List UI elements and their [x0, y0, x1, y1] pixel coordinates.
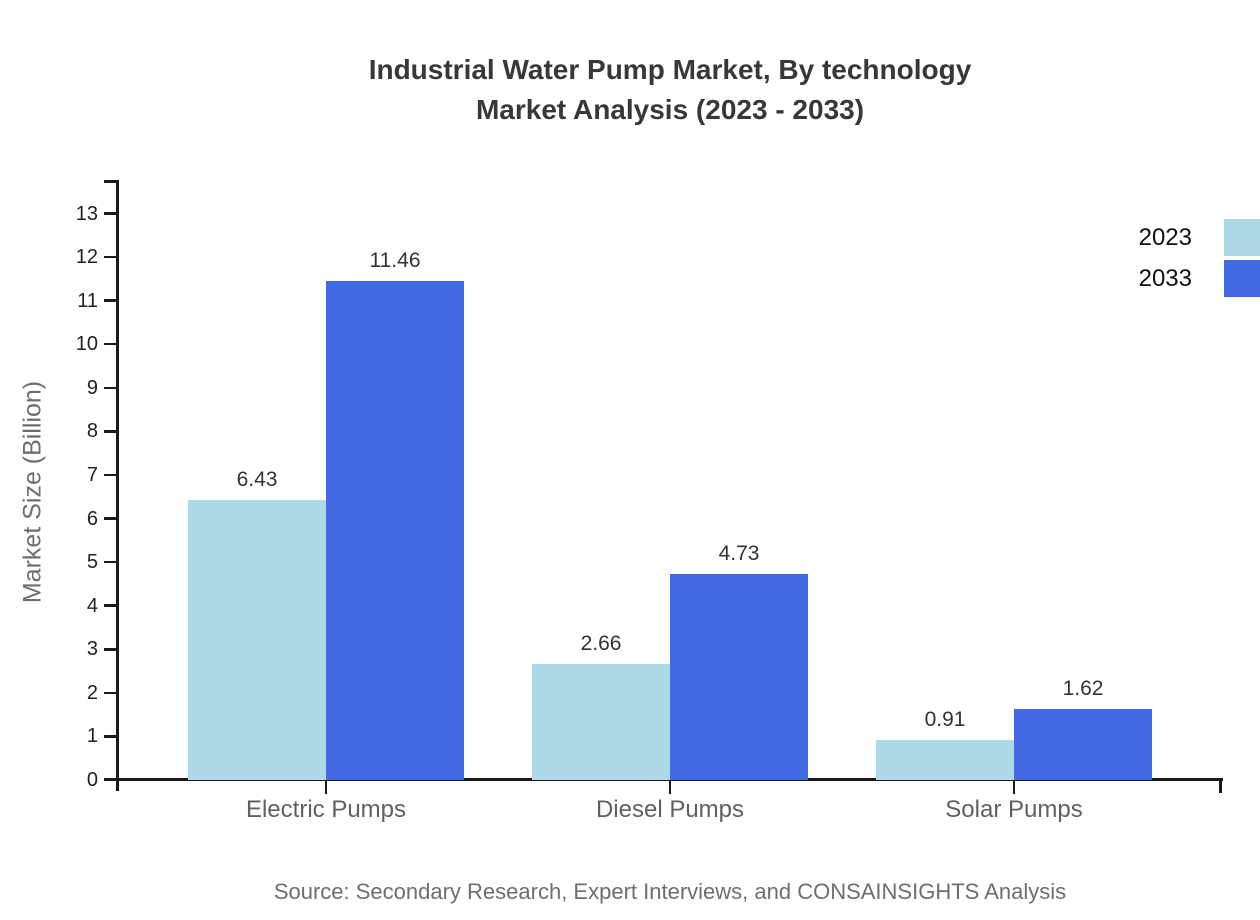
- y-tick-mark: [104, 255, 118, 259]
- x-category-label-diesel-pumps: Diesel Pumps: [595, 796, 745, 823]
- legend-label-2023: 2023: [1138, 224, 1192, 251]
- y-tick-label: 4: [86, 594, 98, 617]
- y-tick-mark: [104, 299, 118, 302]
- y-tick-label: 10: [75, 333, 98, 356]
- bar-value-label-2023-diesel-pumps: 2.66: [580, 632, 622, 656]
- y-tick-mark: [104, 517, 118, 520]
- chart-title-line2: Market Analysis (2023 - 2033): [475, 94, 865, 125]
- bar-value-label-2033-solar-pumps: 1.62: [1062, 677, 1104, 701]
- x-tick-mark-electric-pumps: [324, 780, 328, 794]
- bar-value-label-2023-electric-pumps: 6.43: [236, 467, 278, 491]
- bar-2023-electric-pumps: [188, 499, 326, 780]
- x-axis-right-cap: [1219, 778, 1222, 793]
- chart-title: Industrial Water Pump Market, By technol…: [80, 50, 1260, 130]
- bar-value-label-2033-diesel-pumps: 4.73: [718, 541, 760, 565]
- y-tick-label: 13: [75, 202, 98, 225]
- y-tick-label: 1: [86, 725, 98, 748]
- y-tick-label: 9: [86, 376, 98, 399]
- bar-2023-diesel-pumps: [532, 664, 670, 780]
- y-tick-mark: [104, 691, 118, 695]
- y-tick-mark: [104, 430, 118, 433]
- legend-item-2033: 2033: [1139, 260, 1260, 297]
- y-axis-line: [116, 180, 119, 791]
- y-tick-mark: [104, 342, 118, 346]
- x-tick-mark-diesel-pumps: [668, 780, 672, 794]
- legend-label-2033: 2033: [1138, 265, 1192, 292]
- y-tick-label: 3: [86, 638, 98, 661]
- y-axis-top-cap: [104, 180, 119, 183]
- y-tick-mark: [104, 648, 118, 651]
- source-caption: Source: Secondary Research, Expert Inter…: [273, 879, 1067, 904]
- y-tick-mark: [104, 778, 118, 782]
- chart-title-line1: Industrial Water Pump Market, By technol…: [368, 54, 972, 85]
- y-tick-label: 5: [86, 551, 98, 574]
- bar-2033-electric-pumps: [326, 280, 464, 780]
- y-tick-label: 6: [86, 507, 98, 530]
- legend-swatch-2033-icon: [1224, 260, 1260, 297]
- y-tick-label: 2: [86, 681, 98, 704]
- y-tick-label: 11: [77, 289, 98, 312]
- y-tick-label: 8: [86, 420, 98, 443]
- bar-2033-diesel-pumps: [670, 573, 808, 780]
- bar-value-label-2033-electric-pumps: 11.46: [369, 248, 421, 272]
- y-tick-label: 12: [75, 246, 98, 269]
- bar-2023-solar-pumps: [876, 740, 1014, 780]
- x-category-label-electric-pumps: Electric Pumps: [245, 796, 407, 823]
- x-category-label-solar-pumps: Solar Pumps: [945, 796, 1083, 823]
- bar-2033-solar-pumps: [1014, 709, 1152, 780]
- y-tick-label: 0: [86, 769, 98, 791]
- y-tick-mark: [104, 735, 118, 738]
- x-tick-mark-solar-pumps: [1012, 780, 1016, 794]
- y-tick-label: 7: [86, 463, 98, 486]
- legend-item-2023: 2023: [1139, 219, 1260, 256]
- bar-value-label-2023-solar-pumps: 0.91: [924, 708, 966, 732]
- y-tick-mark: [104, 604, 118, 607]
- y-tick-mark: [104, 560, 118, 564]
- y-tick-mark: [104, 386, 118, 390]
- y-tick-mark: [104, 473, 118, 477]
- y-tick-mark: [104, 212, 118, 215]
- legend-swatch-2023-icon: [1224, 219, 1260, 256]
